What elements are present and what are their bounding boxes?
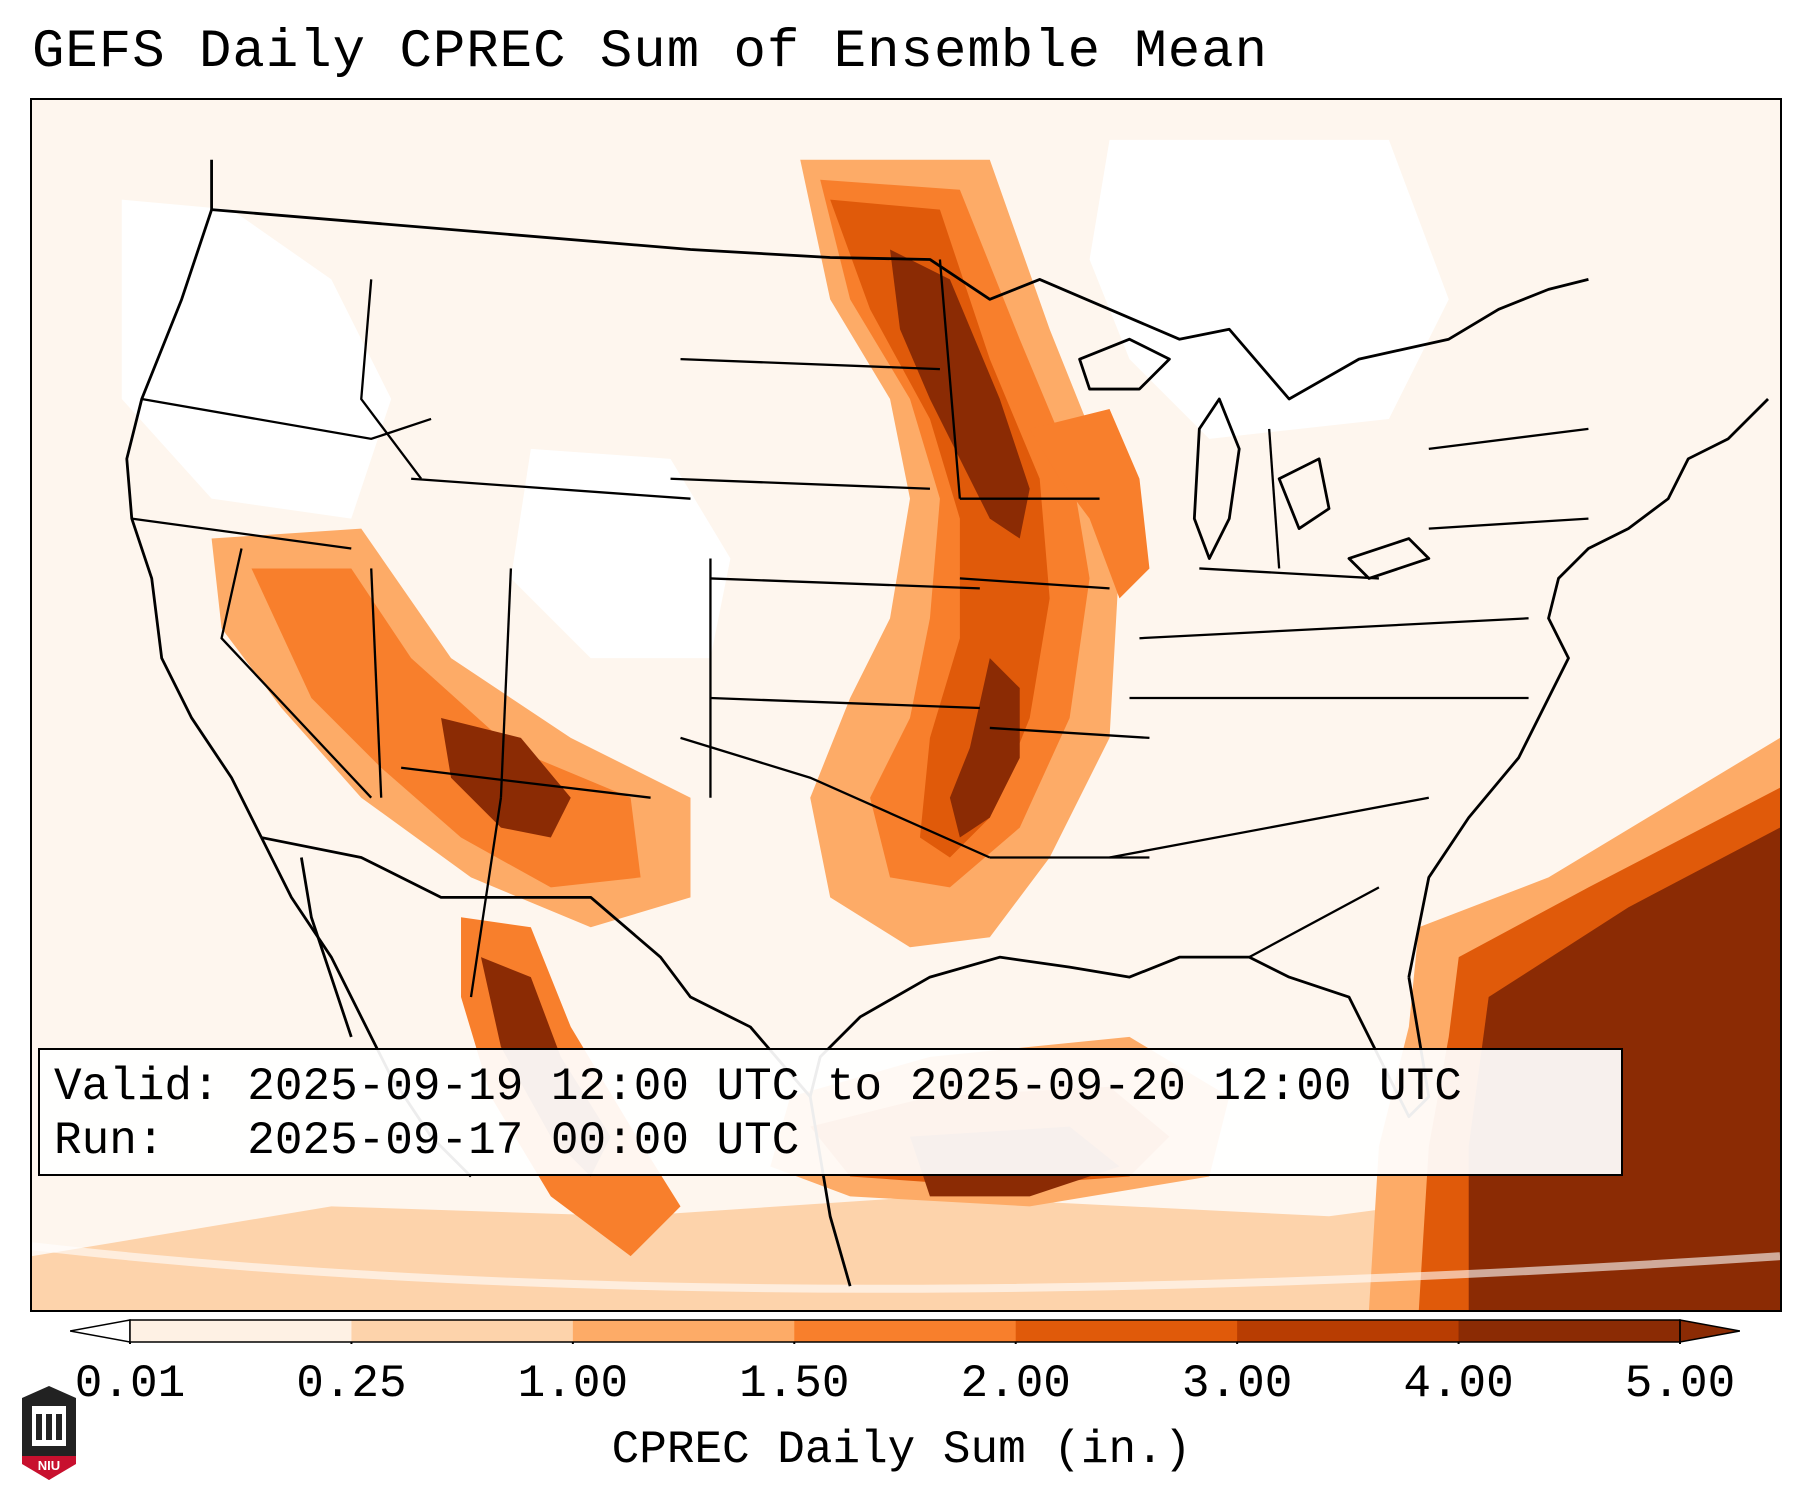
colorbar-tick-label: 0.01 (74, 1358, 186, 1410)
west-coast (125, 209, 263, 839)
niu-logo-icon: NIU (22, 1386, 76, 1480)
state-line-id-mt (360, 279, 423, 480)
valid-value: 2025-09-19 12:00 UTC to 2025-09-20 12:00… (247, 1061, 1462, 1113)
state-line-ne-ks (710, 577, 980, 590)
colorbar-tick-label: 4.00 (1403, 1358, 1514, 1410)
colorbar-tick-label: 2.00 (960, 1358, 1071, 1410)
state-line-sd-ne (670, 477, 930, 490)
map-title: GEFS Daily CPREC Sum of Ensemble Mean (32, 22, 1268, 83)
great-lakes-4 (1347, 537, 1431, 580)
colorbar-segment (794, 1320, 1017, 1342)
state-line-ia-il (959, 577, 1110, 590)
state-line-az-nm (469, 797, 503, 998)
state-line-ks-ok (710, 696, 980, 710)
svg-text:NIU: NIU (38, 1458, 60, 1473)
colorbar-label: CPREC Daily Sum (in.) (611, 1424, 1192, 1476)
colorbar-segment (1237, 1320, 1460, 1342)
state-line-ut-co (499, 568, 513, 798)
state-line-nc-va (1139, 617, 1529, 640)
state-line-or-ca (131, 517, 352, 550)
colorbar-tick-label: 1.00 (517, 1358, 629, 1410)
state-line-ok-tx (680, 736, 991, 859)
precip-free-colorado (510, 448, 731, 659)
colorbar-tick-label: 3.00 (1181, 1358, 1293, 1410)
run-row: Run: 2025-09-17 00:00 UTC (54, 1114, 1607, 1168)
great-lakes-1 (1078, 337, 1171, 391)
state-line-nv-ut (370, 568, 383, 798)
colorbar-segment (130, 1320, 352, 1342)
state-line-ca-nv (220, 548, 373, 799)
valid-row: Valid: 2025-09-19 12:00 UTC to 2025-09-2… (54, 1060, 1607, 1114)
colorbar-extend-max (1679, 1319, 1740, 1343)
colorbar-tick-label: 5.00 (1624, 1358, 1736, 1410)
colorbar (70, 1319, 1740, 1344)
precip-band-south (32, 1156, 1780, 1310)
state-line-four-corners (401, 766, 651, 799)
great-lakes-2 (1192, 397, 1241, 560)
run-label: Run: (54, 1115, 165, 1167)
grid-edge (32, 1242, 1780, 1293)
state-line-ms-al (1109, 796, 1430, 859)
state-line-pa (1428, 517, 1589, 530)
state-line-ky-oh (1199, 567, 1379, 580)
baja-coast (300, 857, 353, 1038)
us-canada-border (210, 159, 1589, 401)
state-line-mt-wy (411, 477, 691, 500)
precip-mississippi-core (949, 658, 1020, 838)
colorbar-segment (351, 1320, 574, 1342)
run-value: 2025-09-17 00:00 UTC (247, 1115, 800, 1167)
precip-arizona-core (441, 717, 571, 838)
great-lakes-3 (1277, 457, 1331, 530)
state-line-ne-states (1428, 427, 1589, 450)
state-line-wa-or (141, 397, 432, 441)
state-line-nd-sd (680, 357, 940, 371)
state-line-il-in (1268, 428, 1281, 569)
colorbar-segment (1015, 1320, 1238, 1342)
precip-plains-core (890, 249, 1030, 539)
precip-atlantic-core (1468, 827, 1780, 1310)
colorbar-segment (1458, 1320, 1681, 1342)
colorbar-tick-label: 0.25 (296, 1358, 407, 1410)
valid-label: Valid: (54, 1061, 220, 1113)
state-line-mo-ar (989, 726, 1150, 740)
state-line-mn-ia (938, 259, 962, 499)
validity-info-box: Valid: 2025-09-19 12:00 UTC to 2025-09-2… (38, 1048, 1623, 1176)
state-line-ga-fl (1248, 886, 1380, 959)
east-coast (1407, 398, 1770, 978)
mexico-border (261, 836, 812, 1098)
precip-free-north (1089, 139, 1449, 439)
precip-lakes-band (1029, 408, 1150, 599)
colorbar-border (129, 1319, 1681, 1343)
colorbar-segment (572, 1320, 795, 1342)
colorbar-tick-label: 1.50 (739, 1358, 850, 1410)
colorbar-extend-min (70, 1319, 131, 1343)
state-lines (131, 259, 1589, 998)
